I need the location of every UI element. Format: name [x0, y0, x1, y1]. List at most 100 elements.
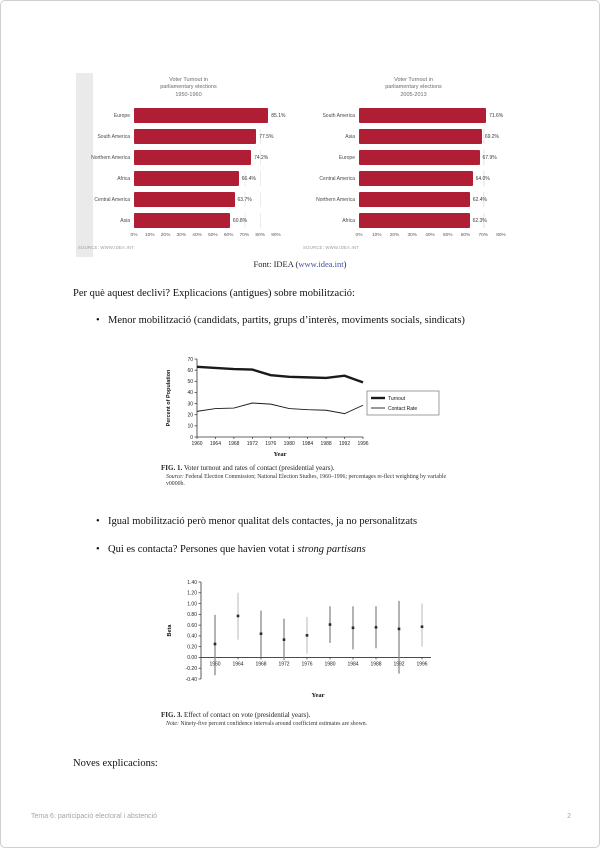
x-tick-label: 90%	[271, 233, 281, 238]
bar-row: South America 71.6%	[301, 105, 526, 126]
fig1-note: Source: Federal Election Commission; Nat…	[161, 474, 461, 489]
fig3-errorbars	[213, 592, 424, 676]
chart-bars: Europe 85.1% South America 77.5% Northern Am…	[76, 105, 301, 231]
bar-value-label: 85.1%	[271, 112, 286, 119]
svg-text:0: 0	[190, 435, 193, 441]
bullet-marker: •	[96, 315, 100, 326]
svg-text:1968: 1968	[228, 441, 239, 447]
fig3-caption-text: Effect of contact on vote (presidential …	[182, 711, 311, 719]
x-tick-label: 30%	[176, 233, 187, 238]
bar	[359, 171, 473, 186]
bar-value-label: 60.8%	[232, 217, 248, 224]
svg-text:1964: 1964	[210, 441, 221, 447]
bar-value-label: 66.4%	[241, 175, 256, 182]
svg-text:1984: 1984	[302, 441, 313, 447]
bar	[359, 192, 470, 207]
bar-track: 60.8%	[134, 213, 276, 228]
bar-category-label: Asia	[120, 217, 130, 224]
x-tick-label: 60%	[460, 233, 471, 238]
bar	[134, 171, 239, 186]
bar-value-label: 62.4%	[472, 196, 487, 203]
svg-text:1.40: 1.40	[187, 580, 197, 586]
x-tick-label: 30%	[407, 233, 418, 238]
fig1-label: FIG. 1.	[161, 464, 183, 472]
bar-row: Central America 64.0%	[301, 168, 526, 189]
chart-title: Voter Turnout in parliamentary elections…	[160, 77, 217, 98]
x-tick-label: 0%	[355, 233, 363, 238]
svg-text:1980: 1980	[324, 661, 335, 667]
intro-paragraph: Per què aquest declivi? Explicacions (an…	[73, 288, 355, 299]
x-tick-label: 80%	[255, 233, 266, 238]
bullet-marker: •	[96, 544, 100, 555]
bar-category-label: Northern America	[316, 196, 355, 203]
svg-text:1996: 1996	[416, 661, 427, 667]
bar	[134, 129, 257, 144]
figure-source-caption: Font: IDEA (www.idea.int)	[1, 259, 599, 269]
bar-track: 67.9%	[359, 150, 501, 165]
svg-text:0.40: 0.40	[187, 634, 197, 640]
svg-text:-0.40: -0.40	[186, 677, 198, 683]
bar-track: 77.5%	[134, 129, 276, 144]
x-tick-label: 20%	[389, 233, 400, 238]
svg-text:1976: 1976	[301, 661, 312, 667]
idea-link[interactable]: www.idea.int	[298, 259, 344, 269]
chart-title: Voter Turnout in parliamentary elections…	[385, 77, 442, 98]
bar	[359, 129, 482, 144]
bar-row: Africa 66.4%	[76, 168, 301, 189]
bar-category-label: Africa	[117, 175, 130, 182]
bar-row: Europe 85.1%	[76, 105, 301, 126]
bullet-text: Menor mobilització (candidats, partits, …	[108, 315, 465, 326]
chart-bars: South America 71.6% Asia 69.2% Europe 67.9% Ce…	[301, 105, 526, 231]
svg-text:1.00: 1.00	[187, 601, 197, 607]
chart-source: Source: www.idea.int	[78, 245, 135, 250]
bullet-text: Igual mobilització però menor qualitat d…	[108, 516, 418, 527]
caption-suffix: )	[343, 259, 347, 269]
svg-text:1992: 1992	[339, 441, 350, 447]
fig1-caption-text: Voter turnout and rates of contact (pres…	[182, 464, 335, 472]
svg-text:1.20: 1.20	[187, 591, 197, 597]
bullet-menor-mobilitzacio: • Menor mobilització (candidats, partits…	[96, 315, 536, 326]
fig1-svg: 0 10 20 30 40 50 60 70 1960 1964 1968 1972 1976 1980 1…	[166, 357, 440, 458]
bullet-text: Qui es contacta? Persones que havien vot…	[108, 544, 366, 555]
svg-text:40: 40	[187, 390, 193, 396]
bullet-qui-es-contacta: • Qui es contacta? Persones que havien v…	[96, 544, 536, 555]
bar-row: South America 77.5%	[76, 126, 301, 147]
bar-value-label: 77.5%	[259, 133, 274, 140]
fig3-note-text: Ninety-five percent confidence intervals…	[178, 720, 368, 727]
svg-text:1996: 1996	[357, 441, 368, 447]
bar-value-label: 69.2%	[484, 133, 500, 140]
svg-text:1964: 1964	[232, 661, 243, 667]
svg-text:50: 50	[187, 379, 193, 385]
svg-text:1988: 1988	[370, 661, 381, 667]
svg-text:0.00: 0.00	[187, 655, 197, 661]
fig3-label: FIG. 3.	[161, 711, 183, 719]
x-tick-label: 40%	[192, 233, 202, 238]
bullet-marker: •	[96, 516, 100, 527]
footer-title: Tema 6: participació electoral i abstenc…	[31, 813, 158, 820]
x-tick-label: 10%	[371, 233, 382, 238]
fig1-ylabel: Percent of Population	[166, 369, 172, 426]
x-tick-label: 70%	[478, 233, 489, 238]
svg-text:-0.20: -0.20	[186, 666, 198, 672]
svg-text:10: 10	[187, 424, 193, 430]
bar-row: Europe 67.9%	[301, 147, 526, 168]
chart-source: Source: www.idea.int	[303, 245, 360, 250]
bar-row: Northern America 74.2%	[76, 147, 301, 168]
strong-partisans-italic: strong partisans	[297, 544, 366, 555]
bar-track: 71.6%	[359, 108, 503, 123]
svg-text:60: 60	[187, 368, 193, 374]
x-tick-label: 10%	[144, 233, 155, 238]
fig1-note-lead: Source:	[166, 473, 184, 480]
fig1-legend: Turnout Contact Rate	[366, 390, 440, 416]
bar-track: 74.2%	[134, 150, 276, 165]
svg-text:0.60: 0.60	[187, 623, 197, 629]
bar-row: Central America 63.7%	[76, 189, 301, 210]
x-tick-label: 50%	[442, 233, 453, 238]
fig1-line-chart: 0 10 20 30 40 50 60 70 1960 1964 1968 1972 1976 1980 1…	[161, 353, 451, 468]
bar-value-label: 63.7%	[237, 196, 252, 203]
bar-value-label: 64.0%	[475, 175, 490, 182]
svg-text:0.80: 0.80	[187, 612, 197, 618]
x-tick-label: 70%	[239, 233, 250, 238]
svg-text:1976: 1976	[265, 441, 276, 447]
svg-text:1980: 1980	[284, 441, 295, 447]
